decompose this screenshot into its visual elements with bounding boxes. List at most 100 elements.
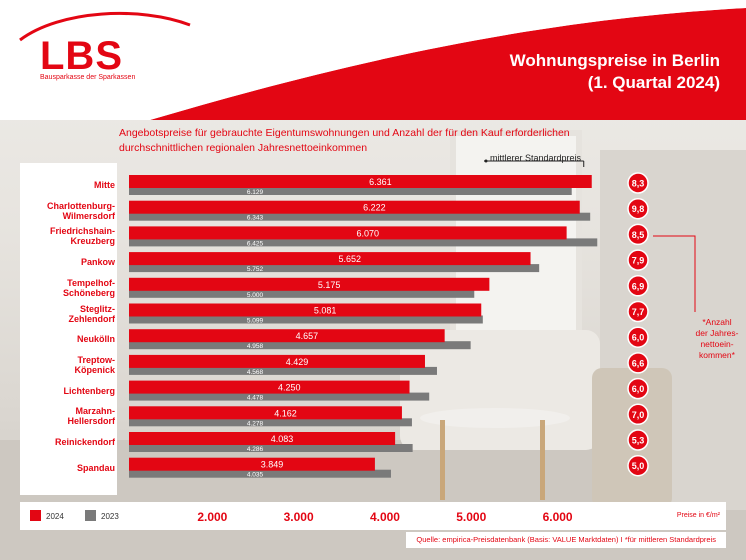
- category-label: Marzahn- Hellersdorf: [20, 406, 115, 426]
- category-label: Mitte: [20, 180, 115, 190]
- bar-2023: [129, 238, 598, 247]
- bar-2023: [129, 264, 540, 273]
- value-label-2024: 5.175: [318, 280, 341, 290]
- bar-2024: [129, 457, 375, 471]
- legend-swatch-2024: [30, 510, 41, 521]
- bar-2023: [129, 444, 413, 452]
- income-ratio-value: 8,3: [632, 179, 645, 189]
- bar-2024: [129, 329, 445, 343]
- value-label-2024: 6.361: [369, 177, 392, 187]
- bar-2023: [129, 366, 437, 375]
- standard-price-bracket: [484, 160, 585, 167]
- bar-2024: [129, 200, 580, 214]
- income-ratio-badge: [627, 275, 649, 297]
- income-ratio-value: 5,0: [632, 461, 645, 471]
- title-line-2: (1. Quartal 2024): [587, 73, 720, 92]
- bar-2023: [129, 315, 483, 324]
- category-label: Pankow: [20, 257, 115, 267]
- value-label-2024: 4.657: [296, 331, 319, 341]
- category-label-line: Wilmersdorf: [62, 210, 115, 221]
- income-ratio-badge: [627, 352, 649, 374]
- category-label-line: Schöneberg: [62, 287, 115, 298]
- income-ratio-badge: [627, 326, 649, 348]
- subtitle-line-2: durchschnittlichen regionalen Jahresnett…: [119, 142, 368, 154]
- value-label-2024: 5.081: [314, 306, 337, 316]
- bar-2024: [129, 432, 396, 445]
- income-ratio-value: 7,0: [632, 410, 645, 420]
- value-label-2024: 4.429: [286, 357, 309, 367]
- income-ratio-badge: [627, 454, 649, 477]
- bar-2023: [129, 187, 572, 195]
- category-label-line: Neukölln: [76, 334, 115, 345]
- income-ratio-value: 6,0: [632, 333, 645, 343]
- legend-label-2024: 2024: [46, 512, 64, 521]
- category-label: Charlottenburg- Wilmersdorf: [20, 201, 115, 221]
- category-label: Reinickendorf: [20, 437, 115, 447]
- income-ratio-value: 6,0: [632, 384, 645, 394]
- income-ratio-badge: [627, 197, 649, 220]
- annotation-line-3: nettoein-: [700, 339, 734, 349]
- category-label-line: Hellersdorf: [67, 416, 115, 427]
- category-label-line: Köpenick: [74, 364, 115, 375]
- value-label-2023: 5.099: [247, 318, 264, 325]
- standard-price-dot: [484, 159, 488, 163]
- value-label-2023: 6.343: [247, 215, 264, 222]
- income-ratio-value: 5,3: [632, 436, 645, 446]
- category-panel: [20, 163, 117, 495]
- value-label-2024: 6.222: [363, 203, 386, 213]
- value-label-2024: 4.083: [271, 434, 294, 444]
- legend-axis-bar: [20, 502, 726, 530]
- category-label-line: Steglitz-: [80, 303, 115, 314]
- category-label-line: Reinickendorf: [54, 437, 115, 447]
- value-label-2023: 6.425: [247, 240, 264, 247]
- category-label-line: Tempelhof-: [67, 277, 115, 288]
- value-label-2024: 3.849: [261, 460, 284, 470]
- bar-2024: [129, 226, 567, 240]
- bar-2024: [129, 380, 410, 394]
- value-label-2024: 5.652: [339, 254, 362, 264]
- lbs-logo: LBS: [40, 34, 123, 78]
- category-label-line: Mitte: [94, 180, 115, 190]
- income-ratio-badge: [627, 249, 649, 271]
- x-tick-label: 3.000: [283, 510, 314, 524]
- bar-2023: [129, 212, 591, 221]
- title-line-1: Wohnungspreise in Berlin: [509, 51, 720, 70]
- legend-swatch-2023: [85, 510, 96, 521]
- source-note: Quelle: empirica-Preisdatenbank (Basis: …: [406, 532, 726, 548]
- x-tick-label: 4.000: [369, 510, 400, 524]
- annotation-bracket: [653, 235, 696, 312]
- value-label-2023: 4.478: [247, 395, 264, 402]
- bar-2024: [129, 354, 425, 368]
- value-label-2023: 4.568: [247, 369, 264, 376]
- annotation-line-4: kommen*: [699, 350, 735, 360]
- income-ratio-value: 7,9: [632, 256, 645, 266]
- value-label-2024: 4.250: [278, 383, 301, 393]
- category-label: Neukölln: [20, 334, 115, 344]
- bar-2023: [129, 289, 475, 298]
- legend-label-2023: 2023: [101, 512, 119, 521]
- bar-2023: [129, 469, 391, 478]
- bar-2024: [129, 303, 482, 317]
- category-label-line: Kreuzberg: [70, 236, 115, 247]
- income-ratio-value: 9,8: [632, 204, 645, 214]
- standard-price-label: mittlerer Standardpreis: [490, 153, 582, 163]
- logo-tagline: Bausparkasse der Sparkassen: [40, 74, 136, 81]
- category-label-line: Charlottenburg-: [47, 200, 115, 211]
- x-tick-label: 2.000: [197, 510, 228, 524]
- value-label-2024: 6.070: [357, 228, 380, 238]
- category-label-line: Friedrichshain-: [49, 226, 115, 237]
- header-swoosh: [0, 0, 746, 120]
- category-label: Friedrichshain- Kreuzberg: [20, 226, 115, 246]
- x-axis-unit: Preise in €/m²: [676, 512, 720, 519]
- value-label-2023: 4.278: [247, 420, 264, 427]
- value-label-2023: 4.035: [247, 472, 264, 479]
- bar-2023: [129, 392, 430, 401]
- income-ratio-value: 6,9: [632, 281, 645, 291]
- category-label-line: Zehlendorf: [68, 313, 116, 324]
- value-label-2023: 4.286: [247, 446, 264, 453]
- income-ratio-value: 7,7: [632, 307, 645, 317]
- category-label-line: Spandau: [76, 462, 115, 473]
- category-label: Treptow- Köpenick: [20, 355, 115, 375]
- income-ratio-badge: [627, 377, 649, 400]
